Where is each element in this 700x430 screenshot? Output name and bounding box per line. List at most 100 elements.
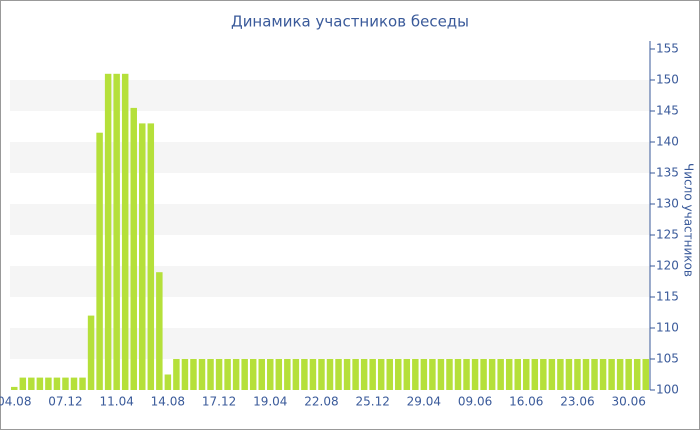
bar [471, 359, 479, 390]
bar [463, 359, 470, 390]
bar [633, 359, 641, 390]
bar [156, 272, 163, 390]
bar [309, 359, 317, 390]
x-tick-label: 22.08 [304, 395, 338, 409]
bar [326, 359, 334, 390]
bar [241, 359, 248, 390]
bar [446, 359, 453, 390]
bar [318, 359, 325, 390]
y-tick-label: 150 [656, 73, 679, 87]
bar [360, 359, 368, 390]
y-tick-label: 125 [656, 228, 679, 242]
bar [540, 359, 547, 390]
bar [505, 359, 513, 390]
bar [437, 359, 445, 390]
bar [301, 359, 308, 390]
y-tick-label: 135 [656, 166, 679, 180]
bar [523, 359, 530, 390]
bar [403, 359, 411, 390]
bar [343, 359, 351, 390]
bar [386, 359, 393, 390]
bar [139, 123, 146, 391]
bar [531, 359, 539, 390]
bar [565, 359, 573, 390]
bar [557, 359, 564, 390]
bar [642, 359, 649, 390]
bar [190, 359, 197, 390]
bar [215, 359, 223, 390]
bar [275, 359, 283, 390]
bar [292, 359, 300, 390]
y-tick-label: 130 [656, 197, 679, 211]
bar [284, 359, 291, 390]
bar [497, 359, 504, 390]
bar [548, 359, 556, 390]
bar [45, 377, 52, 390]
chart-title: Динамика участников беседы [231, 13, 469, 31]
bar [582, 359, 590, 390]
bar [121, 73, 129, 391]
bar [11, 386, 18, 390]
bar [96, 132, 103, 390]
bar [198, 359, 206, 390]
bar [181, 359, 189, 390]
bar [164, 374, 172, 390]
bar [608, 359, 615, 390]
x-tick-label: 11.04 [99, 395, 133, 409]
bar [36, 377, 44, 390]
bar [395, 359, 402, 390]
bar [454, 359, 462, 390]
bar [207, 359, 214, 390]
x-tick-label: 30.06 [611, 395, 645, 409]
bar [232, 359, 240, 390]
bar [70, 377, 78, 390]
bar [62, 377, 69, 390]
x-tick-label: 04.08 [0, 395, 31, 409]
x-tick-label: 19.04 [253, 395, 287, 409]
x-tick-label: 07.12 [48, 395, 82, 409]
x-tick-label: 09.06 [458, 395, 492, 409]
y-axis-label: Число участников [682, 163, 696, 277]
bar [104, 73, 112, 391]
x-tick-label: 23.06 [560, 395, 594, 409]
bar [130, 107, 137, 391]
bar [249, 359, 257, 390]
bar [258, 359, 265, 390]
x-tick-label: 25.12 [355, 395, 389, 409]
bar [224, 359, 231, 390]
bar [616, 359, 624, 390]
bar [377, 359, 385, 390]
y-tick-label: 145 [656, 104, 679, 118]
bar [480, 359, 487, 390]
bar [599, 359, 607, 390]
bar [429, 359, 436, 390]
bar [79, 377, 86, 390]
bar [488, 359, 496, 390]
bar [335, 359, 342, 390]
y-tick-label: 105 [656, 352, 679, 366]
y-tick-label: 155 [656, 42, 679, 56]
bar [591, 359, 598, 390]
bar [514, 359, 521, 390]
bar [625, 359, 632, 390]
bar [113, 73, 120, 391]
y-tick-label: 140 [656, 135, 679, 149]
y-tick-label: 115 [656, 290, 679, 304]
bar [87, 315, 95, 390]
bar [147, 123, 155, 391]
x-tick-label: 16.06 [509, 395, 543, 409]
x-tick-label: 29.04 [407, 395, 441, 409]
y-tick-label: 110 [656, 321, 679, 335]
bar [369, 359, 376, 390]
bar [574, 359, 581, 390]
x-tick-label: 14.08 [151, 395, 185, 409]
bar [267, 359, 274, 390]
bar [173, 359, 180, 390]
y-tick-label: 100 [656, 383, 679, 397]
bar [352, 359, 359, 390]
bar [19, 377, 27, 390]
y-tick-label: 120 [656, 259, 679, 273]
bar [53, 377, 61, 390]
bar [28, 377, 35, 390]
